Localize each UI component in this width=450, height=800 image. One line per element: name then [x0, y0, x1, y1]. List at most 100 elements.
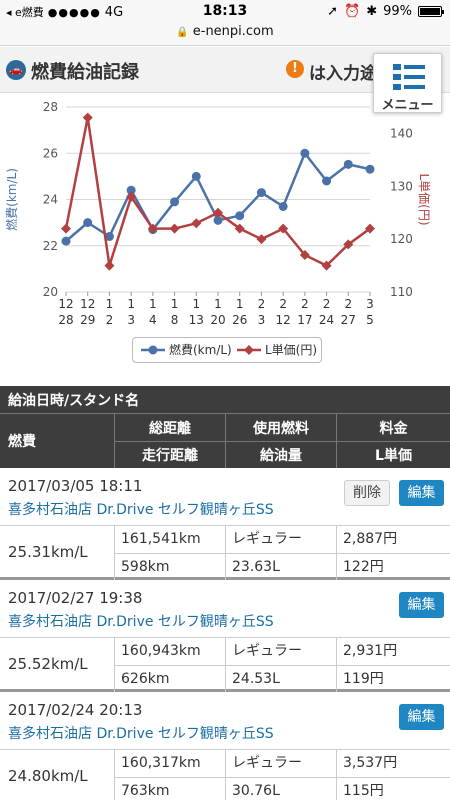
- clock: 18:13: [202, 3, 248, 19]
- record-datetime: 2017/02/24 20:13: [8, 701, 143, 719]
- url-bar[interactable]: 🔒 e-nenpi.com: [0, 24, 450, 46]
- record-station-link[interactable]: 喜多村石油店 Dr.Drive セルフ観晴ヶ丘SS: [8, 726, 274, 742]
- y-axis-title-right: L単価(円): [417, 173, 431, 225]
- x-tick-label-month: 2: [279, 297, 287, 311]
- fuel-chart-svg: 2022242628110120130140122812291213141811…: [4, 100, 431, 327]
- col-unit-price: L単価: [375, 448, 412, 464]
- data-point: [170, 197, 180, 207]
- data-point: [278, 223, 289, 234]
- menu-list-icon: [393, 64, 425, 90]
- data-point: [299, 250, 310, 260]
- url-text: e-nenpi.com: [192, 24, 274, 39]
- x-tick-label-day: 2: [106, 313, 114, 327]
- data-point: [61, 236, 71, 246]
- x-tick-label-day: 29: [80, 313, 95, 327]
- signal-strength: ●●●●●: [47, 5, 101, 19]
- x-tick-label-day: 17: [297, 313, 312, 327]
- y-tick-label-right: 110: [390, 285, 413, 299]
- data-point: [169, 223, 180, 234]
- status-bar: ◂ e燃費 ●●●●● 4G 18:13 ➚ ⏰ ✱ 99%: [0, 0, 450, 24]
- record-datetime: 2017/03/05 18:11: [8, 477, 143, 495]
- legend-label: 燃費(km/L): [169, 342, 232, 357]
- data-point: [300, 148, 310, 158]
- bluetooth-icon: ✱: [366, 4, 378, 19]
- data-point: [234, 223, 245, 234]
- record-total-distance: 160,943km: [121, 643, 201, 659]
- x-tick-label-month: 2: [258, 297, 266, 311]
- x-tick-label-month: 1: [171, 297, 179, 311]
- record-trip-distance: 626km: [121, 671, 170, 687]
- data-point: [83, 218, 93, 228]
- header-note: は入力途: [309, 64, 377, 84]
- record-trip-distance: 598km: [121, 559, 170, 575]
- record-unit-price: 115円: [343, 783, 384, 799]
- record-details: 25.31km/L 161,541km レギュラー 2,887円 598km 2…: [0, 525, 450, 581]
- x-tick-label-month: 3: [366, 297, 374, 311]
- record-efficiency: 25.31km/L: [8, 543, 88, 561]
- x-tick-label-month: 1: [236, 297, 244, 311]
- record-fuel-type: レギュラー: [232, 531, 302, 547]
- x-tick-label-month: 12: [80, 297, 95, 311]
- col-total-distance: 総距離: [149, 420, 191, 437]
- y-tick-label-right: 120: [390, 232, 413, 246]
- y-tick-label-right: 140: [390, 126, 413, 140]
- data-point: [256, 188, 266, 198]
- data-point: [104, 232, 114, 241]
- y-axis-title-left: 燃費(km/L): [4, 168, 19, 231]
- record-total-distance: 161,541km: [121, 531, 201, 547]
- chart-legend: 燃費(km/L) L単価(円): [132, 337, 322, 363]
- edit-button[interactable]: 編集: [399, 592, 444, 618]
- x-tick-label-day: 27: [341, 313, 356, 327]
- menu-label: メニュー: [381, 98, 434, 113]
- x-tick-label-month: 1: [192, 297, 200, 311]
- x-tick-label-month: 1: [149, 297, 157, 311]
- col-date-station: 給油日時/スタンド名: [8, 392, 140, 409]
- page-title: 燃費給油記録: [31, 62, 139, 83]
- record-station-link[interactable]: 喜多村石油店 Dr.Drive セルフ観晴ヶ丘SS: [8, 614, 274, 630]
- x-tick-label-day: 28: [58, 313, 73, 327]
- menu-button[interactable]: メニュー: [373, 53, 442, 113]
- legend-label: L単価(円): [265, 343, 317, 357]
- record-unit-price: 119円: [343, 671, 384, 687]
- x-tick-label-month: 1: [106, 297, 114, 311]
- record-fuel-type: レギュラー: [232, 643, 302, 659]
- x-tick-label-day: 24: [319, 313, 334, 327]
- edit-button[interactable]: 編集: [399, 480, 444, 506]
- battery-icon: [418, 6, 444, 17]
- data-point: [104, 260, 115, 271]
- data-point: [147, 223, 158, 234]
- x-tick-label-day: 13: [189, 313, 204, 327]
- y-tick-label-left: 26: [43, 146, 58, 160]
- data-point: [256, 234, 267, 245]
- edit-button[interactable]: 編集: [399, 704, 444, 730]
- data-point: [126, 185, 136, 195]
- col-price: 料金: [379, 420, 408, 437]
- data-point: [61, 223, 71, 234]
- x-tick-label-month: 12: [58, 297, 73, 311]
- back-to-app-link[interactable]: ◂ e燃費: [6, 6, 44, 19]
- info-icon: !: [286, 60, 304, 78]
- data-point: [343, 159, 353, 169]
- record-details: 25.52km/L 160,943km レギュラー 2,931円 626km 2…: [0, 637, 450, 693]
- data-point: [191, 171, 201, 181]
- col-fuel-type: 使用燃料: [253, 420, 309, 437]
- record-station-link[interactable]: 喜多村石油店 Dr.Drive セルフ観晴ヶ丘SS: [8, 502, 274, 518]
- data-point: [213, 215, 223, 225]
- x-tick-label-day: 20: [210, 313, 225, 327]
- record-unit-price: 122円: [343, 559, 384, 575]
- col-fuel-amount: 給油量: [260, 448, 302, 464]
- delete-button[interactable]: 削除: [344, 480, 390, 506]
- col-efficiency: 燃費: [8, 434, 36, 450]
- record-fuel-amount: 30.76L: [232, 783, 280, 799]
- data-point: [322, 176, 332, 186]
- x-tick-label-day: 3: [127, 313, 135, 327]
- x-tick-label-day: 12: [276, 313, 291, 327]
- data-point: [343, 239, 354, 250]
- data-point: [278, 201, 288, 211]
- record-item: 2017/02/24 20:13 喜多村石油店 Dr.Drive セルフ観晴ヶ丘…: [0, 692, 450, 800]
- fuel-chart: 20 22 24 26 28 110 120 130 140 12 28 12 29 1 2 1 3 1 4 1 8 1 1…: [0, 93, 450, 373]
- network-type: 4G: [104, 4, 124, 20]
- record-efficiency: 25.52km/L: [8, 655, 88, 673]
- legend-marker: [244, 345, 254, 355]
- series-line: [64, 116, 371, 267]
